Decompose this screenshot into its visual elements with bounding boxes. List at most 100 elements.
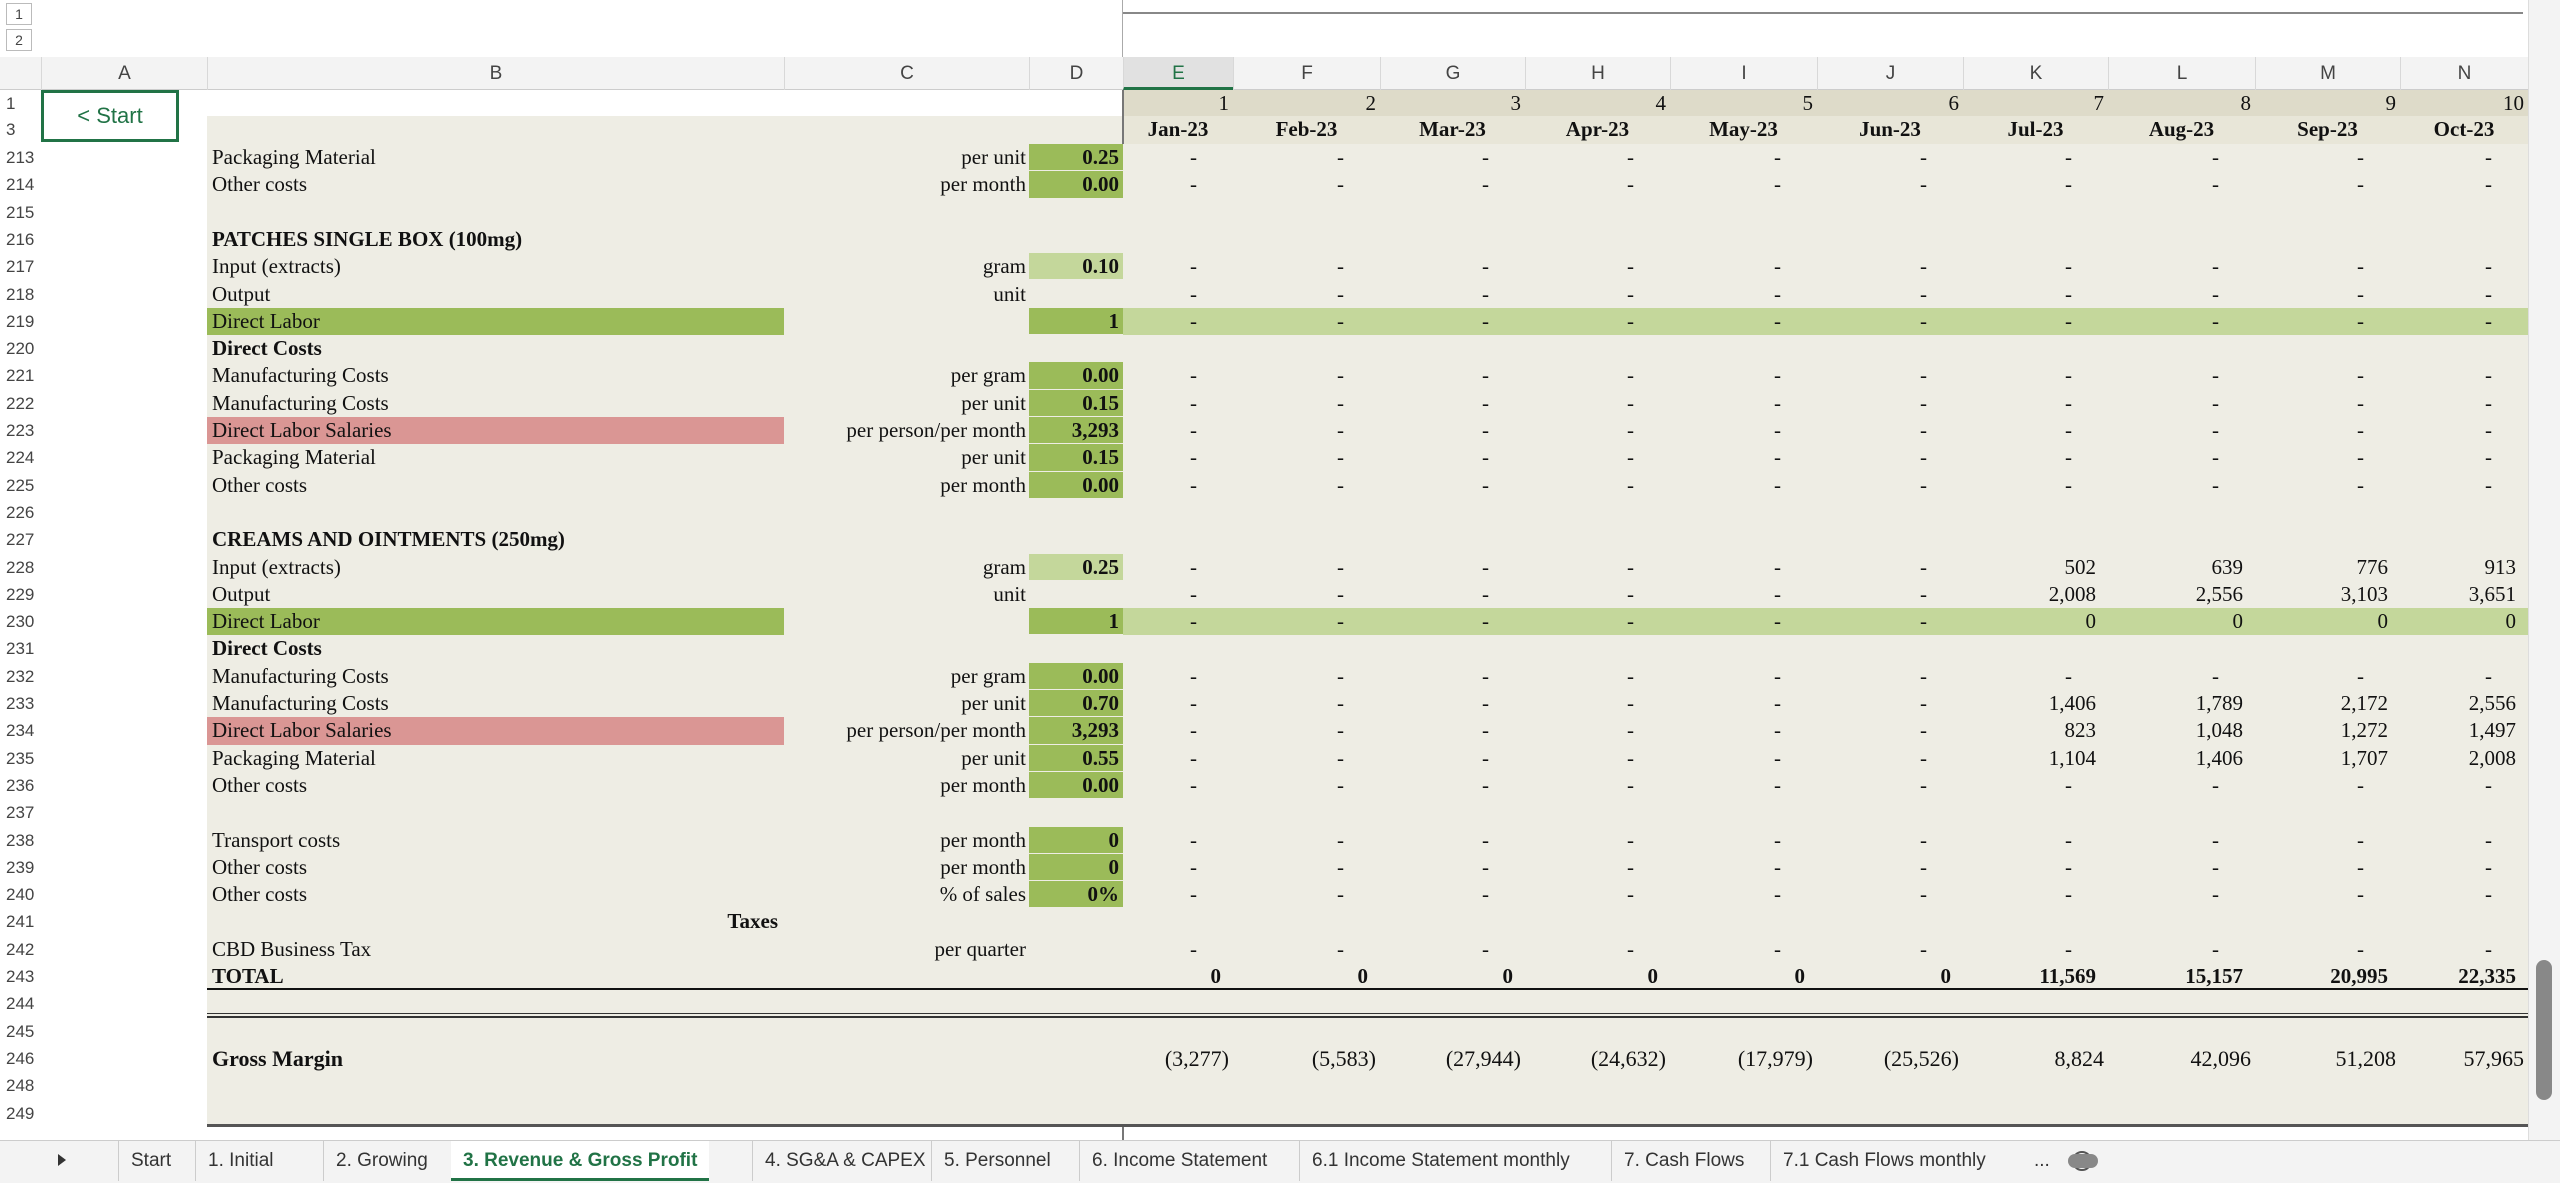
month-header: Mar-23 [1419,117,1486,141]
value-cell: - [1190,882,1197,907]
sheet-tab[interactable]: 3. Revenue & Gross Profit [451,1141,710,1181]
unit-label: per unit [961,145,1026,169]
row-number: 214 [6,175,35,195]
input-cell[interactable]: 0.00 [1029,662,1123,690]
value-cell: - [2357,827,2364,852]
value-cell: - [1337,254,1344,279]
row-label: Input (extracts) [212,554,341,579]
sheet-tab[interactable]: 7.1 Cash Flows monthly [1770,1141,1998,1181]
input-cell[interactable]: 0.15 [1029,389,1123,417]
group-level-button[interactable]: 1 [6,3,32,25]
value-cell: - [1482,172,1489,197]
value-cell: - [1337,554,1344,579]
sheet-tab[interactable]: 4. SG&A & CAPEX [752,1141,938,1181]
unit-label: per month [940,172,1026,197]
row-number: 239 [6,857,35,877]
value-cell: - [2485,390,2492,415]
sheet-tab[interactable]: 1. Initial [195,1141,285,1181]
value-cell: - [2357,145,2364,169]
row-number: 220 [6,339,35,359]
row-number: 224 [6,448,35,468]
value-cell: - [2357,445,2364,470]
input-cell[interactable]: 1 [1029,307,1123,336]
value-cell: 823 [2064,718,2097,743]
month-header: Sep-23 [2297,117,2358,141]
row-number: 242 [6,939,35,959]
value-cell: 3,651 [2468,581,2516,606]
value-cell: - [1627,663,1634,688]
value-cell: 51,208 [2335,1045,2397,1071]
value-cell: - [1627,308,1634,333]
row-label: Other costs [212,772,308,797]
unit-label: gram [982,254,1026,279]
period-band [1123,90,2528,116]
row-number: 216 [6,229,35,249]
start-button[interactable]: < Start [41,90,179,142]
input-cell[interactable]: 0.00 [1029,362,1123,390]
unit-label: per month [940,472,1026,497]
unit-label: per person/per month [846,718,1026,743]
input-cell[interactable]: 0% [1029,881,1123,909]
input-cell[interactable]: 0.10 [1029,253,1123,281]
input-cell[interactable]: 0.70 [1029,690,1123,718]
input-cell[interactable]: 1 [1029,608,1123,636]
input-cell[interactable]: 0.15 [1029,444,1123,472]
row-label: Other costs [212,882,308,907]
input-cell[interactable]: 0.25 [1029,144,1123,172]
row-label: Packaging Material [212,745,376,770]
more-tabs[interactable]: ... [2034,1150,2050,1171]
value-cell: 0 [2232,609,2244,634]
sheet-tab[interactable]: 5. Personnel [931,1141,1063,1181]
sheet-tab[interactable]: 7. Cash Flows [1611,1141,1756,1181]
value-cell: - [1774,882,1781,907]
period-number: 2 [1365,91,1377,115]
unit-label: per quarter [934,936,1026,961]
input-cell[interactable]: 0.25 [1029,553,1123,581]
column-header: L [2108,57,2255,90]
end-border [207,1123,2528,1127]
input-cell[interactable]: 0 [1029,853,1123,882]
input-cell[interactable]: 0.55 [1029,744,1123,772]
value-cell: 11,569 [2039,964,2096,988]
period-number: 3 [1510,91,1522,115]
input-cell[interactable]: 0 [1029,826,1123,854]
input-cell[interactable]: 3,293 [1029,417,1123,445]
value-cell: - [2065,363,2072,388]
row-label: Direct Labor [207,608,784,636]
row-label: CREAMS AND OINTMENTS (250mg) [212,527,565,552]
value-cell: - [1482,281,1489,306]
tab-nav[interactable] [58,1154,66,1166]
value-cell: 1,406 [2048,691,2096,715]
value-cell: - [1774,308,1781,333]
row-number: 227 [6,530,35,550]
value-cell: - [2357,936,2364,961]
h-scroll-thumb[interactable] [2068,1154,2098,1168]
row-label: PATCHES SINGLE BOX (100mg) [212,226,523,251]
value-cell: (5,583) [1311,1045,1376,1071]
value-cell: - [2357,254,2364,279]
sheet-tab[interactable]: 2. Growing [323,1141,440,1181]
value-cell: - [1627,609,1634,634]
value-cell: - [1337,663,1344,688]
month-header: Jun-23 [1859,117,1921,141]
scroll-thumb[interactable] [2536,960,2552,1100]
sheet-tab[interactable]: Start [118,1141,183,1181]
row-label: Transport costs [212,827,341,852]
value-cell: - [1627,472,1634,497]
input-cell[interactable]: 3,293 [1029,717,1123,745]
value-cell: - [1774,936,1781,961]
input-cell[interactable]: 0.00 [1029,771,1123,800]
row-label: Manufacturing Costs [212,390,389,415]
value-cell: - [1337,854,1344,879]
input-cell[interactable]: 0.00 [1029,171,1123,199]
unit-label: % of sales [939,882,1026,907]
value-cell: - [1774,445,1781,470]
input-cell[interactable]: 0.00 [1029,471,1123,499]
value-cell: - [1774,472,1781,497]
value-cell: - [2485,854,2492,879]
value-cell: - [1774,281,1781,306]
sheet-tab[interactable]: 6.1 Income Statement monthly [1299,1141,1582,1181]
row-number: 225 [6,475,35,495]
sheet-tab[interactable]: 6. Income Statement [1079,1141,1279,1181]
group-level-button[interactable]: 2 [6,29,32,51]
